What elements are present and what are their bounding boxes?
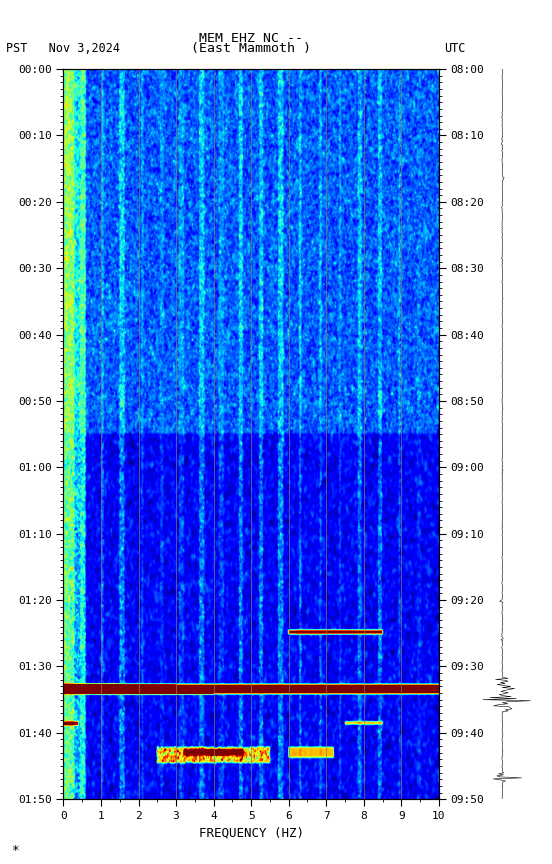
Text: *: *: [11, 843, 19, 856]
Text: (East Mammoth ): (East Mammoth ): [191, 42, 311, 55]
Text: PST   Nov 3,2024: PST Nov 3,2024: [6, 42, 120, 55]
X-axis label: FREQUENCY (HZ): FREQUENCY (HZ): [199, 827, 304, 840]
Text: MEM EHZ NC --: MEM EHZ NC --: [199, 32, 303, 45]
Text: UTC: UTC: [444, 42, 466, 55]
